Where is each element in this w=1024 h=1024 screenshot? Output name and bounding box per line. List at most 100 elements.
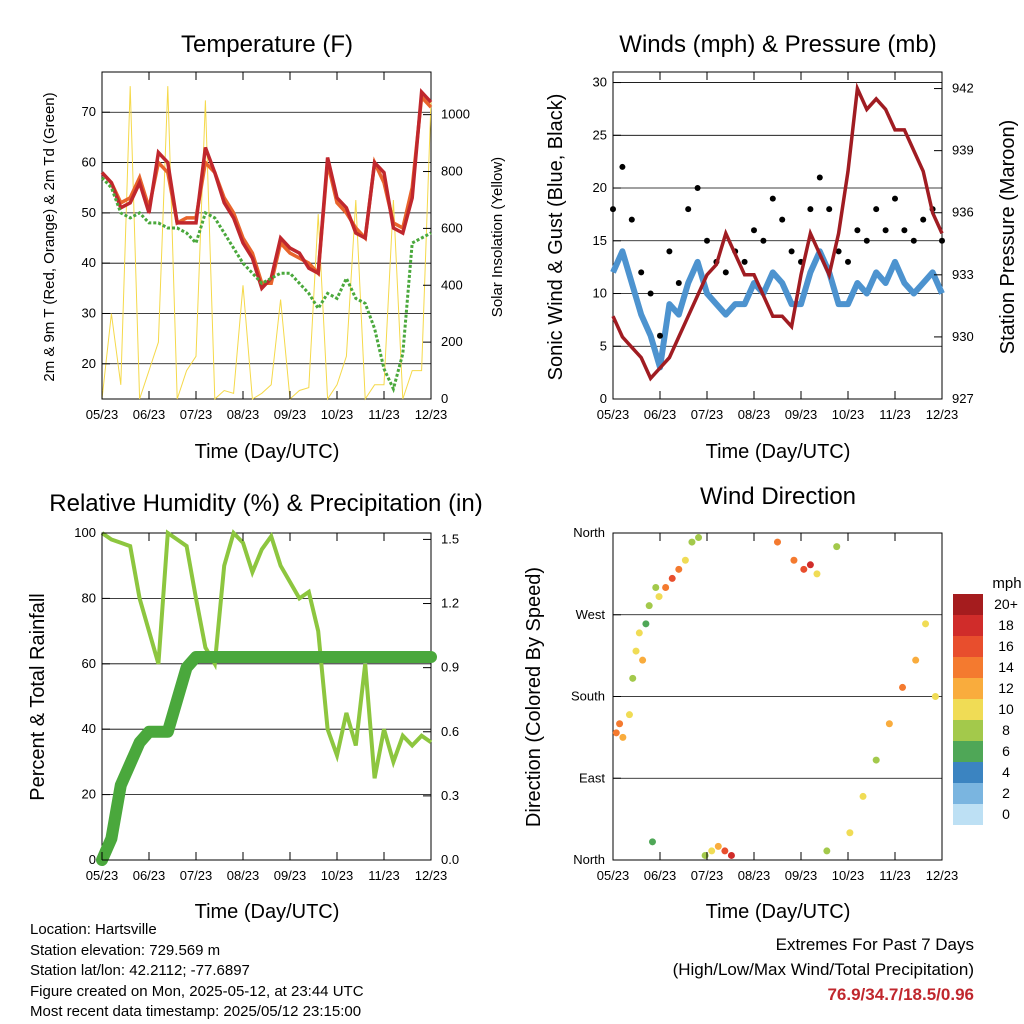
y-tick-label: 0 bbox=[89, 852, 96, 867]
x-tick-label: 05/23 bbox=[86, 407, 119, 422]
y2-tick-label: 927 bbox=[952, 391, 974, 406]
humidity-plot-frame bbox=[101, 532, 432, 861]
temperature-xlabel: Time (Day/UTC) bbox=[195, 441, 340, 463]
direction-point bbox=[774, 538, 781, 546]
y-tick-label: 20 bbox=[593, 180, 607, 195]
gust-point bbox=[751, 227, 757, 234]
gust-point bbox=[845, 258, 851, 265]
gust-point bbox=[807, 206, 814, 213]
winds-ylabel-right: Station Pressure (Maroon) bbox=[997, 120, 1019, 355]
direction-point bbox=[652, 584, 660, 591]
y2-tick-label: 0.0 bbox=[441, 852, 459, 867]
direction-xlabel: Time (Day/UTC) bbox=[706, 901, 851, 923]
temperature-ylabel: 2m & 9m T (Red, Orange) & 2m Td (Green) bbox=[41, 92, 58, 381]
legend-label: 4 bbox=[1002, 764, 1010, 780]
x-tick-label: 08/23 bbox=[227, 407, 260, 422]
humidity-xlabel: Time (Day/UTC) bbox=[195, 901, 340, 923]
gust-point bbox=[760, 237, 767, 244]
direction-point bbox=[714, 842, 722, 850]
y2-tick-label: 939 bbox=[952, 143, 974, 158]
y2-tick-label: 0.6 bbox=[441, 724, 459, 739]
direction-point bbox=[790, 556, 798, 564]
gust-point bbox=[816, 174, 823, 181]
x-tick-label: 11/23 bbox=[368, 407, 400, 422]
station-location: Location: Hartsville bbox=[30, 921, 157, 938]
gust-point bbox=[892, 195, 898, 202]
direction-point bbox=[859, 792, 867, 800]
legend-label: 16 bbox=[998, 638, 1014, 654]
extremes-subtitle: (High/Low/Max Wind/Total Precipitation) bbox=[672, 960, 974, 979]
direction-point bbox=[645, 602, 653, 610]
gust-point bbox=[769, 195, 776, 202]
gust-point bbox=[685, 206, 692, 213]
y-tick-label: 40 bbox=[82, 721, 96, 736]
gust-point bbox=[741, 258, 748, 265]
speed-legend-title: mph bbox=[992, 575, 1021, 592]
gust-point bbox=[873, 206, 880, 213]
winds-ylabel: Sonic Wind & Gust (Blue, Black) bbox=[545, 94, 567, 381]
y-tick-label: 30 bbox=[82, 305, 96, 320]
legend-swatch bbox=[953, 762, 983, 783]
gust-point bbox=[638, 269, 645, 276]
y2-tick-label: 600 bbox=[441, 220, 463, 235]
winds-panel: Winds (mph) & Pressure (mb) 0 5 10 15 20 25 30… bbox=[545, 31, 1019, 463]
legend-label: 18 bbox=[998, 617, 1014, 633]
x-tick-label: 08/23 bbox=[738, 868, 771, 883]
y2-tick-label: 0.3 bbox=[441, 788, 459, 803]
legend-swatch bbox=[953, 741, 983, 762]
x-tick-label: 05/23 bbox=[597, 407, 630, 422]
humidity-line bbox=[100, 529, 433, 779]
gust-point bbox=[854, 227, 861, 234]
gust-point bbox=[882, 227, 889, 234]
direction-point bbox=[655, 593, 663, 601]
direction-point bbox=[625, 711, 633, 719]
direction-panel: Wind Direction North East South West North 0… bbox=[523, 483, 1022, 923]
direction-point bbox=[846, 829, 854, 837]
direction-point bbox=[912, 656, 920, 664]
gust-point bbox=[657, 332, 663, 339]
winds-xlabel: Time (Day/UTC) bbox=[706, 441, 851, 463]
y-tick-label: 50 bbox=[82, 205, 96, 220]
gust-point bbox=[675, 279, 682, 286]
gust-point bbox=[835, 248, 842, 255]
direction-point bbox=[681, 556, 689, 564]
legend-swatch bbox=[953, 594, 983, 615]
x-tick-label: 09/23 bbox=[274, 868, 307, 883]
legend-label: 10 bbox=[998, 701, 1014, 717]
y-tick-label: 60 bbox=[82, 155, 96, 170]
y-tick-label: 20 bbox=[82, 356, 96, 371]
station-latlon: Station lat/lon: 42.2112; -77.6897 bbox=[30, 962, 250, 979]
legend-swatch bbox=[953, 615, 983, 636]
x-tick-label: 05/23 bbox=[597, 868, 630, 883]
y2-tick-label: 0 bbox=[441, 391, 448, 406]
direction-point bbox=[632, 647, 640, 655]
y2-tick-label: 930 bbox=[952, 329, 974, 344]
y-tick-label: West bbox=[576, 607, 606, 622]
direction-point bbox=[727, 851, 735, 859]
sonic-wind-line bbox=[610, 248, 945, 371]
y2-tick-label: 936 bbox=[952, 205, 974, 220]
x-tick-label: 11/23 bbox=[879, 868, 911, 883]
gust-point bbox=[910, 237, 917, 244]
direction-ylabel: Direction (Colored By Speed) bbox=[523, 567, 545, 827]
x-tick-label: 07/23 bbox=[691, 407, 724, 422]
y-tick-label: 80 bbox=[82, 590, 96, 605]
gust-point bbox=[939, 237, 945, 244]
direction-point bbox=[872, 756, 880, 764]
x-tick-label: 12/23 bbox=[926, 868, 959, 883]
x-tick-label: 11/23 bbox=[368, 868, 400, 883]
y2-tick-label: 1000 bbox=[441, 107, 470, 122]
direction-point bbox=[800, 565, 808, 573]
direction-title: Wind Direction bbox=[700, 483, 856, 510]
direction-point bbox=[695, 534, 703, 542]
x-tick-label: 05/23 bbox=[86, 868, 119, 883]
winds-title: Winds (mph) & Pressure (mb) bbox=[619, 31, 936, 58]
x-tick-label: 08/23 bbox=[227, 868, 260, 883]
x-tick-label: 10/23 bbox=[832, 868, 865, 883]
direction-point bbox=[648, 838, 656, 846]
y-tick-label: North bbox=[573, 525, 605, 540]
y-tick-label: 40 bbox=[82, 255, 96, 270]
latest-timestamp: Most recent data timestamp: 2025/05/12 2… bbox=[30, 1003, 362, 1020]
x-tick-label: 07/23 bbox=[180, 407, 213, 422]
